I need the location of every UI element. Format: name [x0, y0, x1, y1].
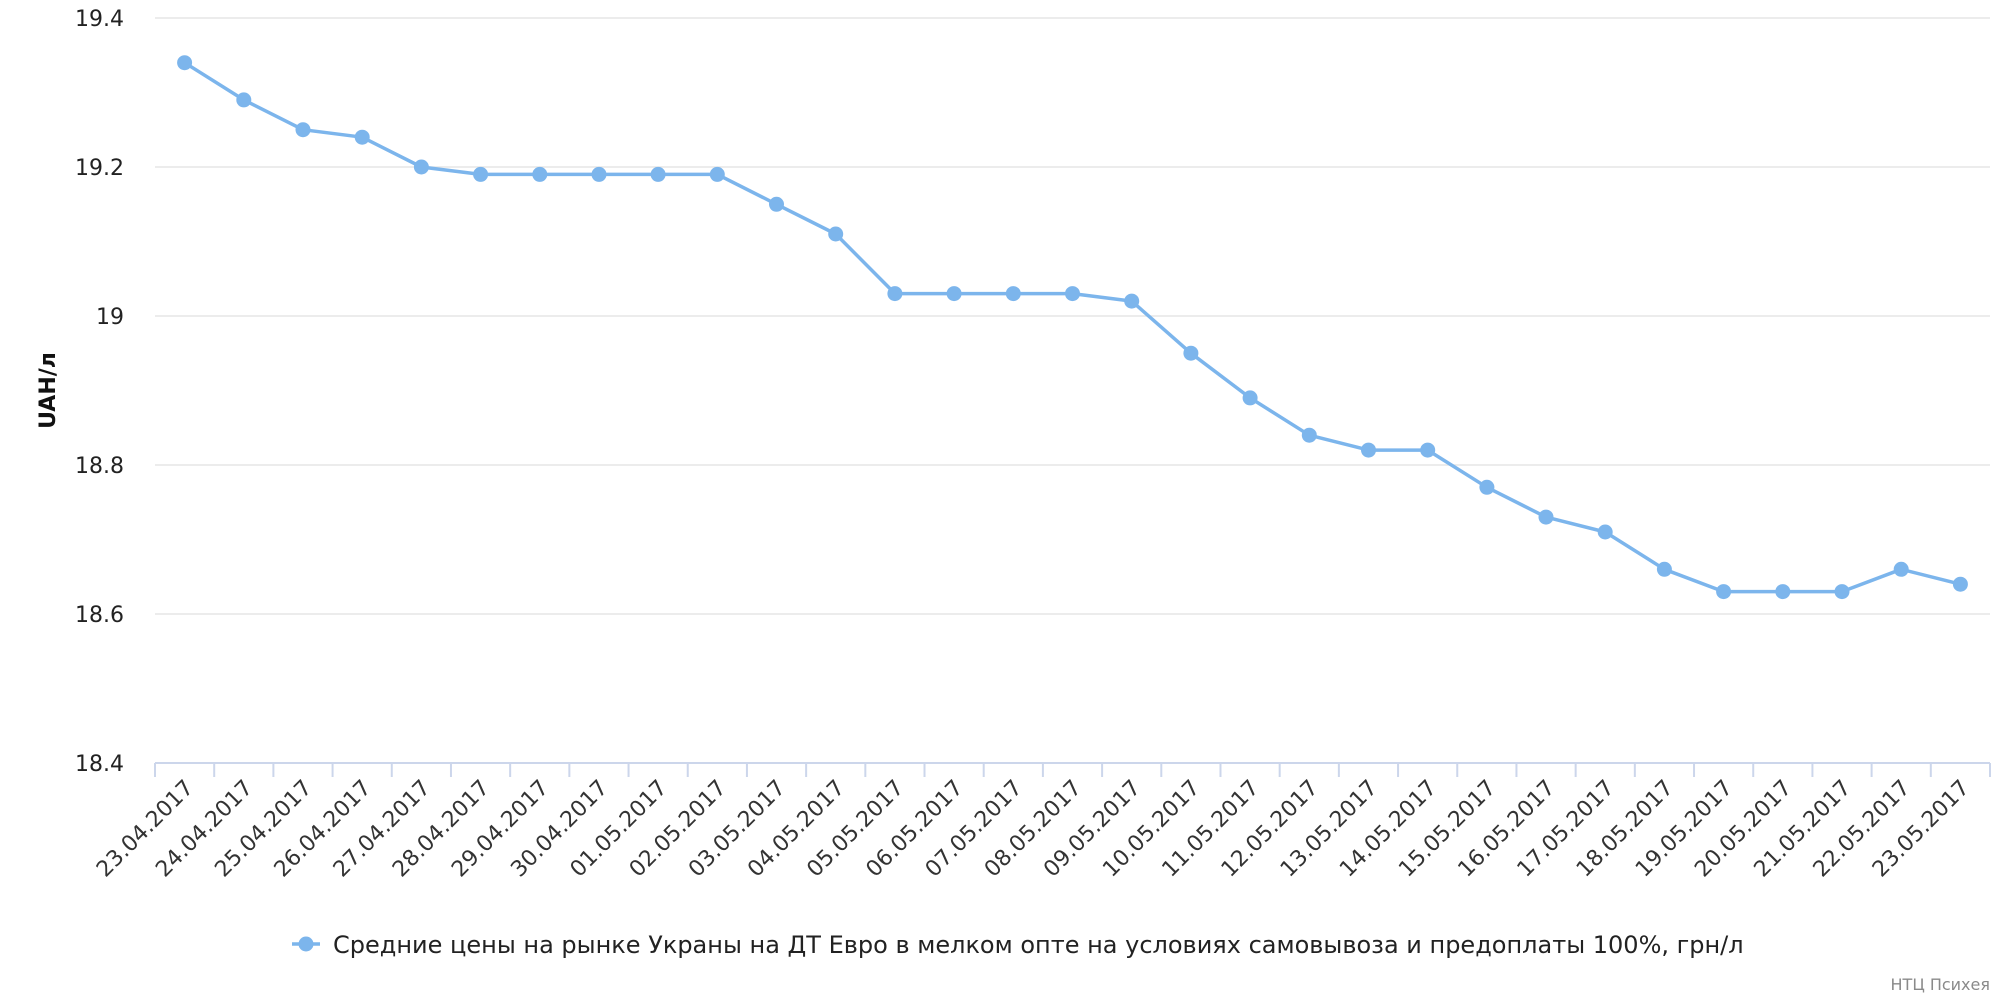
y-tick-label: 18.4 — [75, 752, 124, 777]
data-point[interactable] — [295, 122, 311, 138]
data-point[interactable] — [1361, 442, 1376, 458]
data-point[interactable] — [1656, 561, 1672, 577]
data-point[interactable] — [1716, 584, 1732, 600]
data-point[interactable] — [1420, 442, 1436, 458]
data-point[interactable] — [709, 166, 725, 182]
legend-dot-marker — [298, 936, 314, 952]
data-point[interactable] — [650, 166, 666, 182]
data-point[interactable] — [236, 92, 252, 108]
x-axis: 23.04.201724.04.201725.04.201726.04.2017… — [92, 762, 1991, 882]
y-tick-label: 18.6 — [75, 603, 124, 628]
data-point[interactable] — [413, 159, 429, 175]
data-point[interactable] — [1242, 390, 1258, 406]
series-line[interactable] — [183, 61, 1961, 594]
data-point[interactable] — [887, 286, 903, 302]
data-point[interactable] — [1005, 286, 1021, 302]
data-point[interactable] — [1301, 427, 1317, 443]
data-point[interactable] — [1952, 576, 1968, 592]
data-point[interactable] — [1834, 584, 1850, 600]
data-point[interactable] — [1183, 345, 1199, 361]
data-point[interactable] — [532, 166, 548, 182]
y-tick-label: 19 — [96, 305, 124, 330]
data-point[interactable] — [1775, 584, 1791, 600]
data-point[interactable] — [177, 55, 193, 71]
data-point[interactable] — [828, 226, 844, 242]
grid-layer — [155, 17, 1990, 615]
data-point[interactable] — [473, 166, 489, 182]
data-point[interactable] — [1065, 286, 1080, 302]
data-point[interactable] — [591, 166, 607, 182]
legend[interactable]: Средние цены на рынке Украны на ДТ Евро … — [292, 931, 1744, 959]
data-point[interactable] — [354, 129, 370, 145]
y-tick-label: 19.2 — [75, 156, 124, 181]
data-point[interactable] — [1538, 509, 1554, 525]
data-point[interactable] — [946, 286, 962, 302]
data-point[interactable] — [1479, 479, 1495, 495]
credits-text[interactable]: НТЦ Психея — [1891, 975, 1990, 994]
legend-label: Средние цены на рынке Украны на ДТ Евро … — [333, 931, 1744, 959]
data-point[interactable] — [1893, 561, 1909, 577]
series-layer — [177, 55, 1968, 600]
data-point[interactable] — [1597, 524, 1613, 540]
y-tick-label: 18.8 — [75, 454, 124, 479]
data-point[interactable] — [769, 196, 784, 212]
y-axis: 18.4 18.6 18.8 19 19.2 19.4 — [75, 7, 124, 777]
y-axis-title: UAH/л — [36, 352, 61, 429]
data-point[interactable] — [1124, 293, 1140, 309]
y-tick-label: 19.4 — [75, 7, 124, 32]
